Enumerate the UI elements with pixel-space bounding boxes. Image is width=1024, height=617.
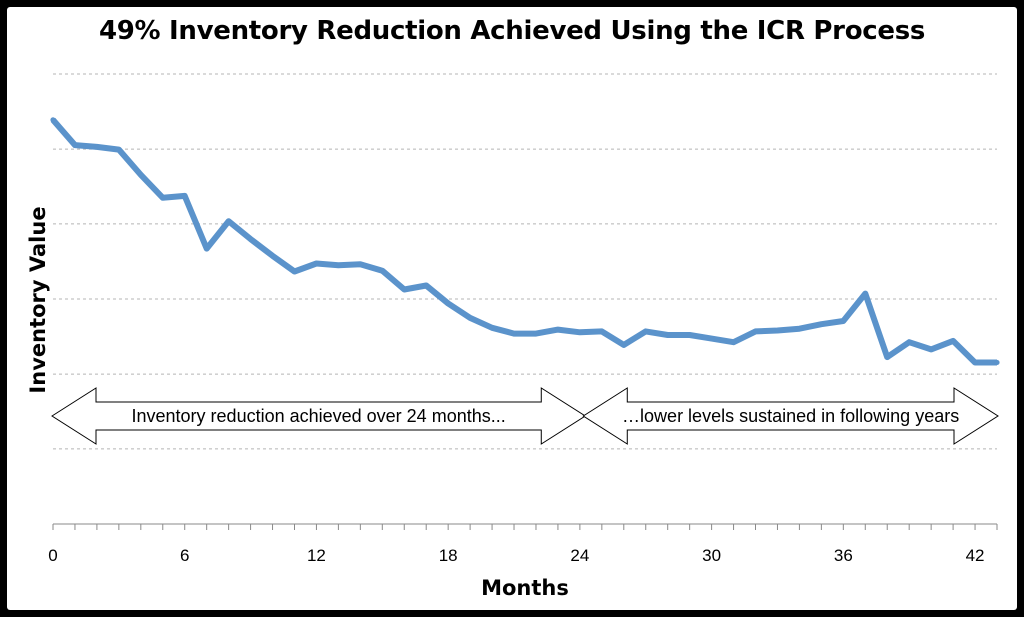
series-line-0 [50,117,997,366]
x-axis-label: Months [481,576,569,600]
data-point [204,246,210,252]
data-point [50,117,56,123]
data-point [489,325,495,331]
x-tick-label: 12 [307,546,326,565]
annotation-arrow-1 [582,387,999,445]
x-tick-label: 42 [966,546,985,565]
data-point [730,339,737,345]
data-point [643,328,649,334]
data-point [291,268,298,275]
data-point [160,195,166,201]
data-point [862,291,868,297]
data-point [182,193,188,199]
data-point [138,172,144,178]
data-point [533,331,539,337]
data-point [445,300,451,307]
annotation-text-0: Inventory reduction achieved over 24 mon… [132,406,506,426]
data-point [774,327,781,334]
data-point [818,321,824,327]
data-point [247,236,254,242]
chart-title: 49% Inventory Reduction Achieved Using t… [98,16,926,46]
data-point [972,359,978,366]
data-point [884,354,890,360]
data-point [357,261,363,267]
chart-frame [7,7,1017,610]
data-point [72,142,78,148]
annotation-text-1: …lower levels sustained in following yea… [622,406,959,426]
data-point [555,327,561,333]
x-axis: 0 6 12 18 24 30 36 42 [48,523,998,565]
x-tick-label: 18 [439,546,458,565]
data-point [94,144,100,150]
gridlines [53,73,997,450]
data-point [269,253,276,259]
data-point [665,332,671,338]
data-point [226,218,232,224]
x-tick-label: 6 [180,546,189,565]
data-point [796,326,803,332]
x-tick-label: 30 [702,546,721,565]
x-tick-label: 24 [570,546,589,565]
data-point [599,328,605,334]
data-point [379,268,385,274]
data-point [467,315,473,321]
annotation-arrows: Inventory reduction achieved over 24 mon… [51,387,999,445]
data-point [906,339,912,345]
data-point [621,342,627,348]
series-layer [50,117,1000,366]
data-point [752,328,759,334]
data-point [116,147,122,153]
data-point [928,346,934,352]
data-point [401,286,407,293]
data-point [313,260,320,267]
data-point [335,262,341,268]
data-point [840,318,846,324]
data-point [687,332,693,338]
data-point [950,338,956,344]
data-point [423,282,429,289]
data-point [709,336,715,342]
x-tick-label: 36 [834,546,853,565]
data-point [511,331,517,337]
data-point [577,329,583,335]
x-tick-label: 0 [48,546,57,565]
data-point [994,359,1000,366]
